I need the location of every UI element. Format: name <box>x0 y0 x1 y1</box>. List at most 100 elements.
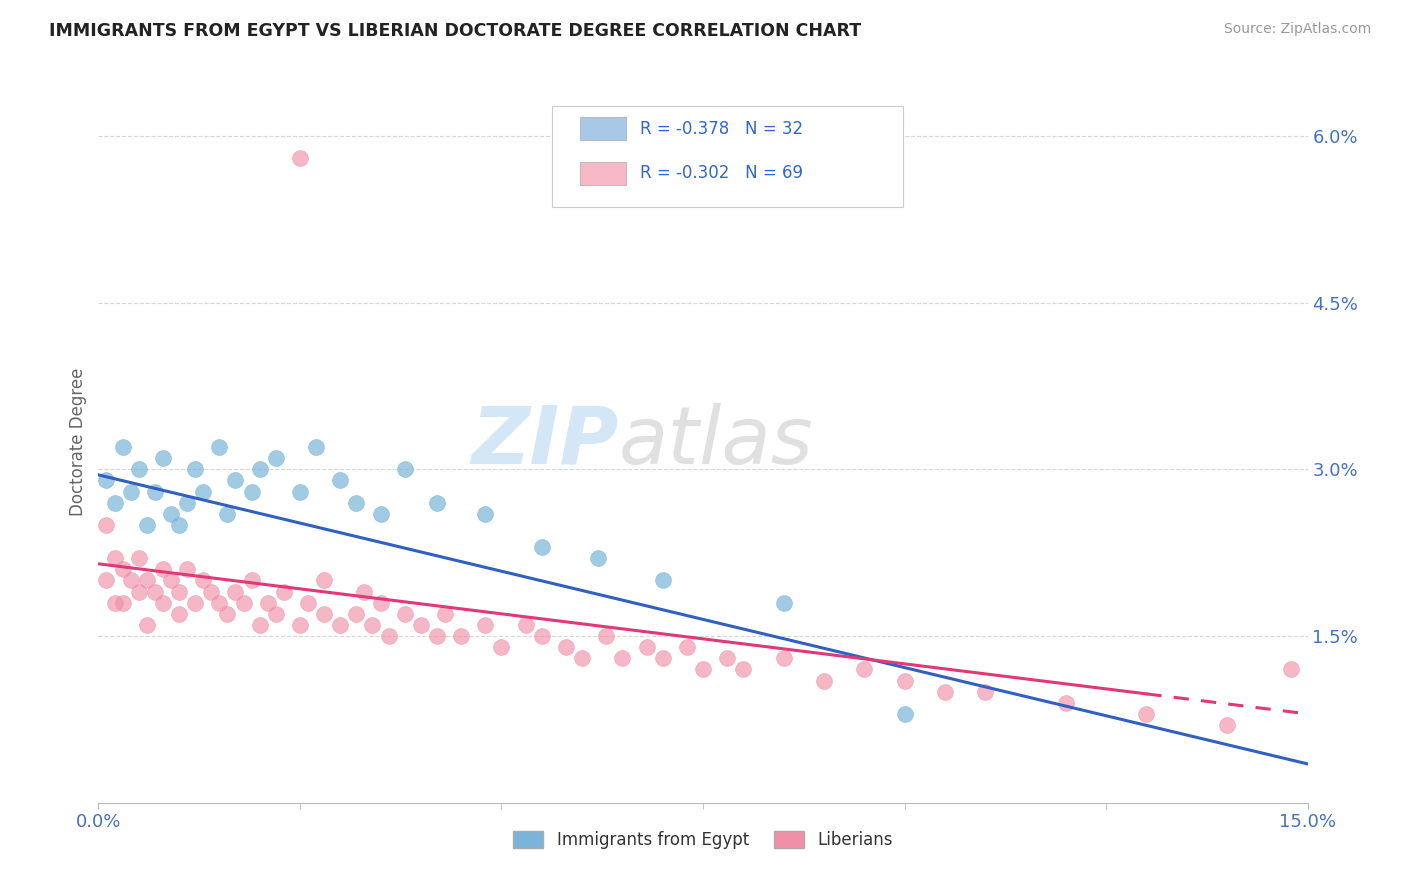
Point <box>586 551 609 566</box>
Point <box>103 551 125 566</box>
Text: Source: ZipAtlas.com: Source: ZipAtlas.com <box>1223 22 1371 37</box>
Point <box>264 607 287 621</box>
Point <box>612 651 634 665</box>
Point <box>103 596 125 610</box>
Point <box>128 462 150 476</box>
Point <box>409 618 432 632</box>
Point <box>651 574 673 588</box>
Point <box>96 517 118 532</box>
Point <box>120 574 142 588</box>
Point <box>934 684 956 698</box>
Point <box>143 484 166 499</box>
Point <box>377 629 399 643</box>
Point <box>249 618 271 632</box>
Point <box>676 640 699 655</box>
Text: R = -0.302   N = 69: R = -0.302 N = 69 <box>640 164 803 183</box>
Point <box>120 484 142 499</box>
Point <box>474 507 496 521</box>
Point <box>240 484 263 499</box>
Point <box>595 629 617 643</box>
Bar <box>579 117 626 140</box>
Point <box>344 607 367 621</box>
Point <box>434 607 457 621</box>
Point <box>184 462 207 476</box>
Point <box>288 484 311 499</box>
Point <box>1216 718 1239 732</box>
Point <box>491 640 513 655</box>
Point <box>314 607 336 621</box>
Point <box>716 651 738 665</box>
Point <box>160 574 183 588</box>
Point <box>370 596 392 610</box>
Text: ZIP: ZIP <box>471 402 619 481</box>
Point <box>772 596 794 610</box>
Point <box>305 440 328 454</box>
Point <box>240 574 263 588</box>
Point <box>1135 706 1157 721</box>
Point <box>329 618 352 632</box>
Point <box>128 584 150 599</box>
Point <box>314 574 336 588</box>
Point <box>135 517 157 532</box>
Point <box>103 496 125 510</box>
Point <box>394 462 416 476</box>
Point <box>813 673 835 688</box>
Point <box>143 584 166 599</box>
Point <box>370 507 392 521</box>
Point <box>160 507 183 521</box>
Point <box>288 618 311 632</box>
Point <box>361 618 384 632</box>
Point <box>111 562 134 576</box>
Point <box>273 584 295 599</box>
Point <box>329 474 352 488</box>
Point <box>152 451 174 466</box>
Point <box>193 484 215 499</box>
Bar <box>579 162 626 185</box>
Point <box>217 507 239 521</box>
Point <box>853 662 876 676</box>
Point <box>571 651 593 665</box>
Point <box>96 474 118 488</box>
Point <box>217 607 239 621</box>
FancyBboxPatch shape <box>551 105 903 207</box>
Point <box>893 706 915 721</box>
Point <box>128 551 150 566</box>
Point <box>264 451 287 466</box>
Point <box>636 640 658 655</box>
Point <box>232 596 254 610</box>
Point <box>474 618 496 632</box>
Point <box>249 462 271 476</box>
Point <box>651 651 673 665</box>
Point <box>224 474 246 488</box>
Point <box>176 496 198 510</box>
Point <box>256 596 278 610</box>
Point <box>152 596 174 610</box>
Point <box>530 540 553 554</box>
Point <box>450 629 472 643</box>
Point <box>426 496 449 510</box>
Point <box>193 574 215 588</box>
Point <box>208 596 231 610</box>
Point <box>224 584 246 599</box>
Point <box>111 596 134 610</box>
Point <box>353 584 375 599</box>
Text: IMMIGRANTS FROM EGYPT VS LIBERIAN DOCTORATE DEGREE CORRELATION CHART: IMMIGRANTS FROM EGYPT VS LIBERIAN DOCTOR… <box>49 22 862 40</box>
Point <box>555 640 578 655</box>
Point <box>344 496 367 510</box>
Y-axis label: Doctorate Degree: Doctorate Degree <box>69 368 87 516</box>
Point <box>135 618 157 632</box>
Point <box>772 651 794 665</box>
Point <box>893 673 915 688</box>
Point <box>111 440 134 454</box>
Text: atlas: atlas <box>619 402 813 481</box>
Point <box>135 574 157 588</box>
Point <box>530 629 553 643</box>
Point <box>152 562 174 576</box>
Point <box>394 607 416 621</box>
Point <box>184 596 207 610</box>
Point <box>515 618 537 632</box>
Point <box>288 151 311 165</box>
Point <box>208 440 231 454</box>
Point <box>176 562 198 576</box>
Point <box>167 584 190 599</box>
